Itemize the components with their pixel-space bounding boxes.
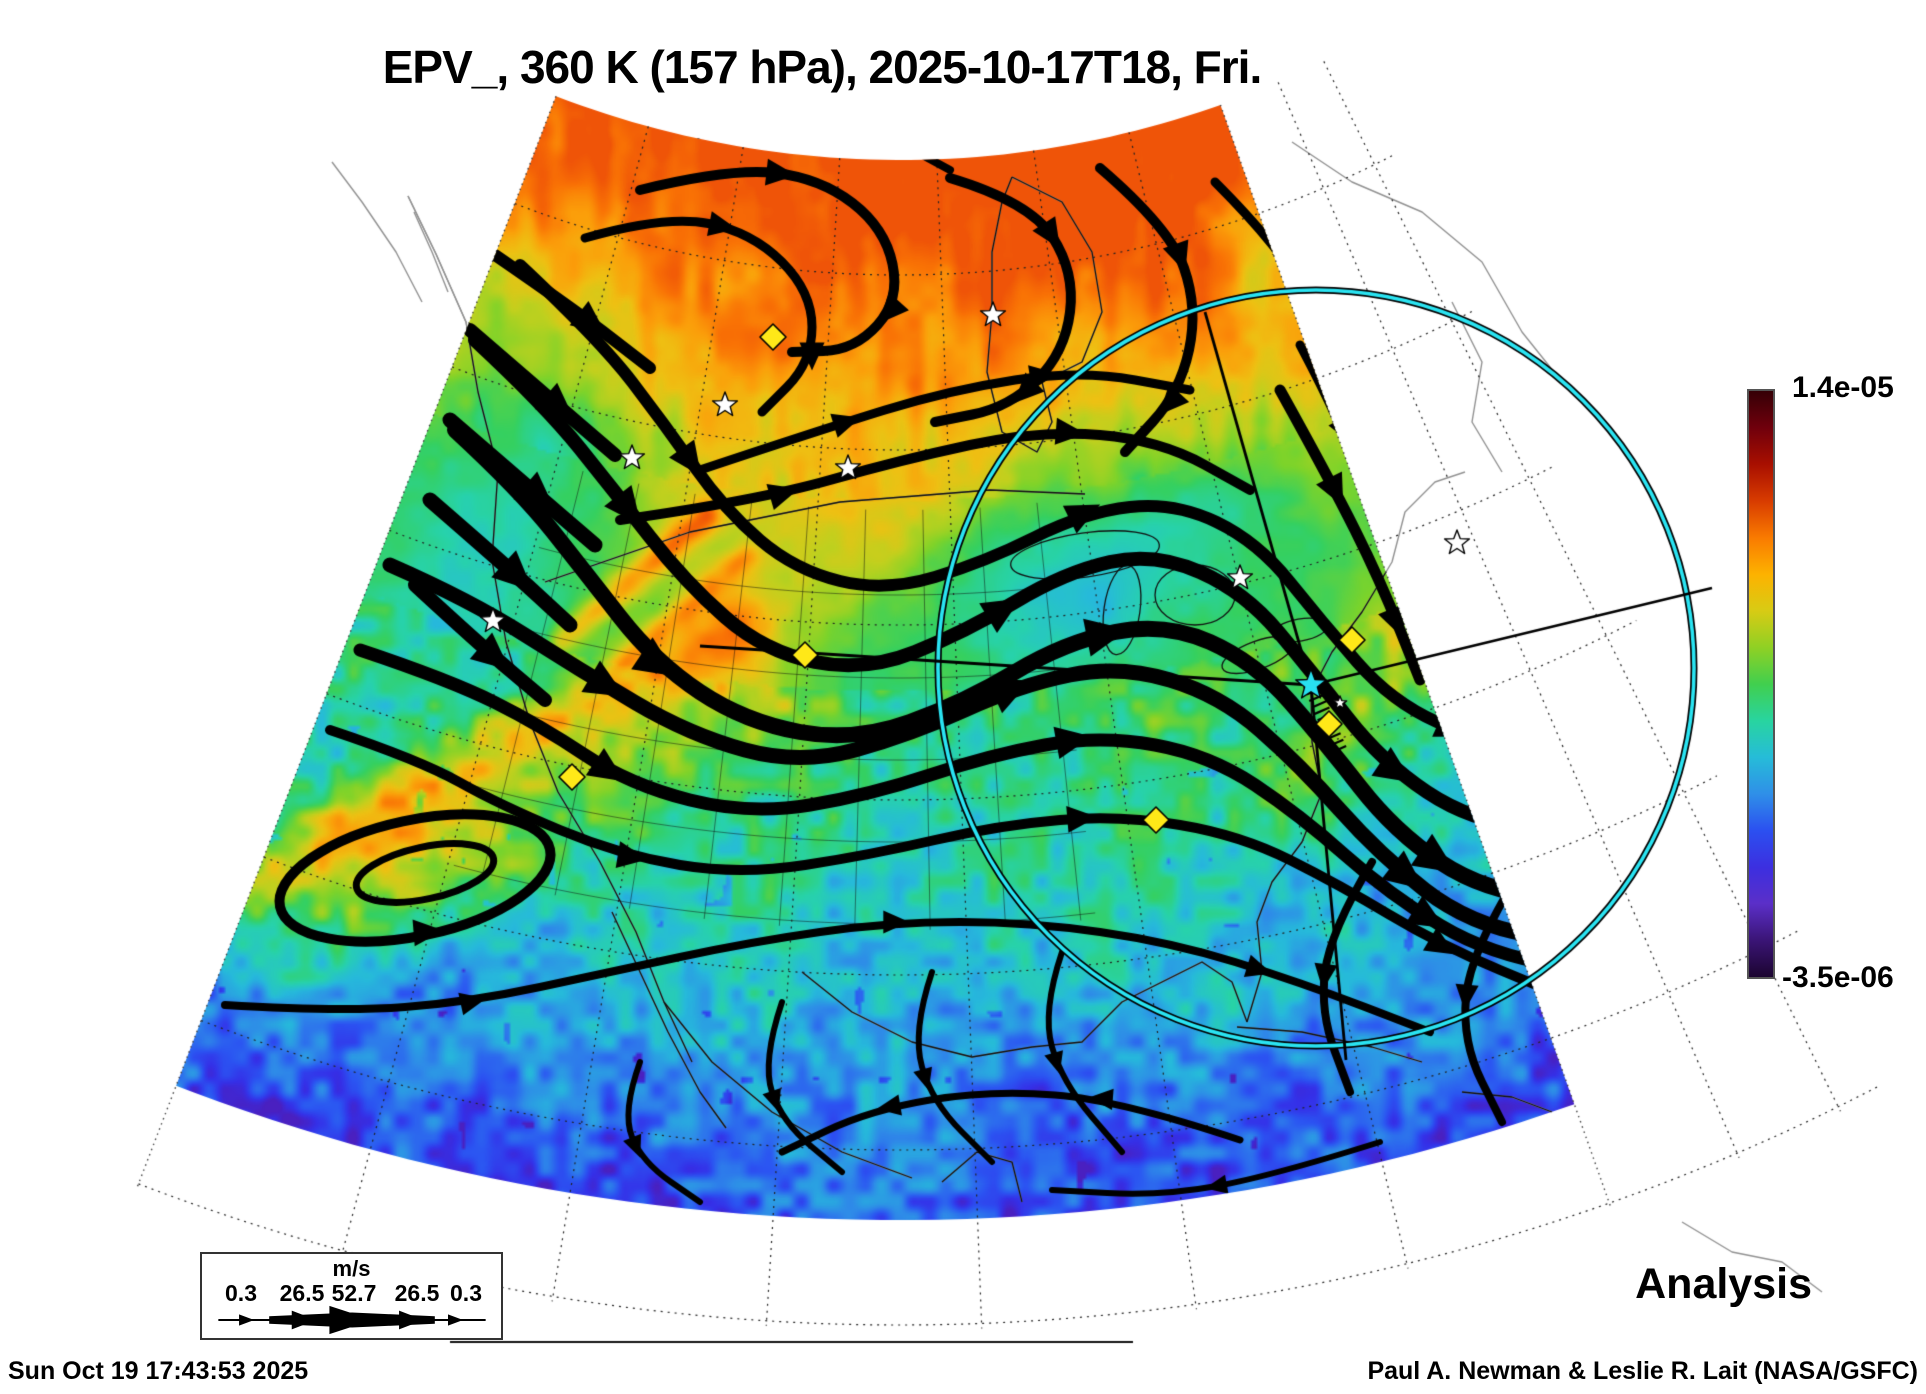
epv-colorbar — [1747, 389, 1775, 979]
wind-value-0: 0.3 — [225, 1280, 257, 1306]
wind-unit-label: m/s — [332, 1256, 371, 1281]
wind-value-4: 0.3 — [450, 1280, 482, 1306]
generation-timestamp: Sun Oct 19 17:43:53 2025 — [8, 1357, 309, 1385]
wind-speed-legend: m/s 0.3 26.5 52.7 26.5 0.3 — [200, 1252, 503, 1340]
colorbar-min-label: -3.5e-06 — [1782, 961, 1894, 994]
status-badge: Analysis — [1635, 1260, 1812, 1308]
wind-value-1: 26.5 — [279, 1280, 325, 1306]
wind-speed-scale-icon — [218, 1305, 486, 1335]
colorbar-max-label: 1.4e-05 — [1792, 371, 1894, 404]
wind-value-2: 52.7 — [331, 1280, 377, 1306]
credit-line: Paul A. Newman & Leslie R. Lait (NASA/GS… — [1367, 1357, 1918, 1385]
wind-value-3: 26.5 — [394, 1280, 440, 1306]
plot-title: EPV_, 360 K (157 hPa), 2025-10-17T18, Fr… — [382, 41, 1262, 93]
